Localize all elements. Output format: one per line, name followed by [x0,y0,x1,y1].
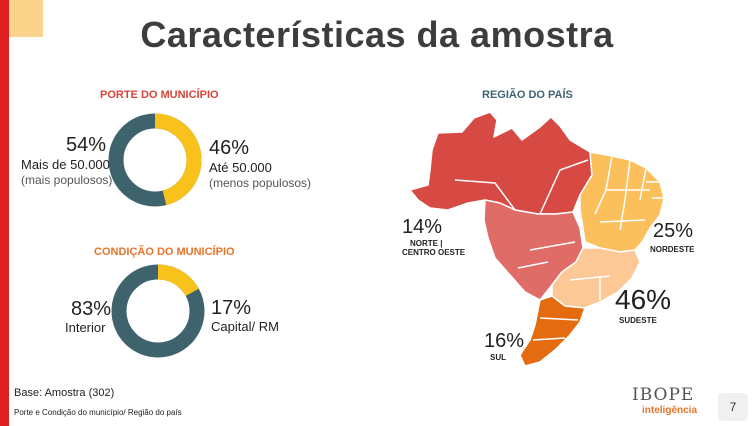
porte-menos-label: Até 50.000 [209,160,272,175]
nordeste-border [594,155,663,231]
porte-mais-sub: (mais populosos) [21,173,113,187]
norte-name: NORTE | [410,239,443,248]
corner-accent [9,0,43,37]
norte-border [454,159,589,215]
page-number: 7 [718,393,748,421]
label-sudeste: 46% SUDESTE [615,284,671,325]
regiao-section-title: REGIÃO DO PAÍS [482,89,573,101]
condicao-interior-label: Interior [65,320,106,335]
sul-pct: 16% [484,330,525,352]
condicao-capital-label: Capital/ RM [211,319,279,334]
region-nordeste-shape [579,151,665,253]
region-norte-shape [409,111,593,215]
centro-oeste-border [517,241,576,269]
nordeste-name: NORDESTE [650,245,695,254]
label-sul: 16% SUL [484,330,524,362]
sul-border [532,317,579,341]
slide-title: Características da amostra [140,14,614,55]
footer-note: Porte e Condição do município/ Região do… [14,408,182,417]
left-accent-bar [0,0,9,426]
porte-donut-chart [108,113,202,207]
region-sul-shape [519,295,586,367]
centro-oeste-name: CENTRO OESTE [402,248,466,257]
condicao-capital-pct: 17% [211,297,252,319]
porte-section-title: PORTE DO MUNICÍPIO [100,89,219,101]
base-note: Base: Amostra (302) [14,387,115,399]
sudeste-name: SUDESTE [619,316,657,325]
sudeste-border [569,275,633,300]
sul-name: SUL [490,353,506,362]
condicao-section-title: CONDIÇÃO DO MUNICÍPIO [94,246,235,258]
label-norte-co: 14% NORTE | CENTRO OESTE [402,216,465,257]
porte-menos-slice [108,113,202,207]
ibope-logo: IBOPE [632,385,695,405]
condicao-capital-slice [111,264,205,358]
norte-co-pct: 14% [402,216,443,238]
porte-menos-sub: (menos populosos) [209,176,312,190]
label-nordeste: 25% NORDESTE [650,220,695,254]
porte-mais-pct: 54% [66,134,107,156]
nordeste-pct: 25% [653,220,694,242]
ibope-logo-subtitle: inteligência [642,405,698,416]
porte-mais-label: Mais de 50.000 [21,157,110,172]
sudeste-pct: 46% [615,284,672,315]
condicao-interior-pct: 83% [71,298,112,320]
brazil-map [409,111,665,367]
porte-menos-pct: 46% [209,137,250,159]
condicao-donut-chart [111,264,205,358]
